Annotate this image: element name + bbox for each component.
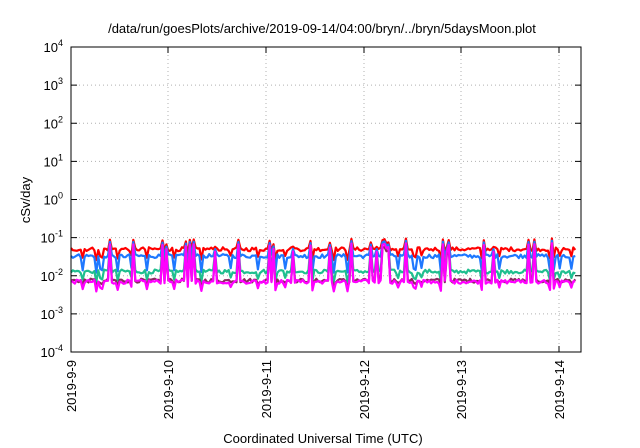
- y-axis-label: cSv/day: [18, 176, 33, 223]
- y-tick-label: 10-3: [41, 305, 63, 322]
- y-tick-label: 101: [44, 152, 63, 169]
- grid: [71, 47, 581, 352]
- series-group: [70, 237, 577, 293]
- x-tick-label: 2019-9-9: [64, 360, 79, 412]
- y-tick-label: 103: [44, 76, 63, 93]
- x-axis-ticks: 2019-9-9 2019-9-10 2019-9-11 2019-9-12 2019-…: [64, 47, 567, 419]
- y-tick-label: 104: [44, 38, 63, 55]
- x-tick-label: 2019-9-10: [161, 360, 176, 419]
- x-tick-label: 2019-9-11: [259, 360, 274, 418]
- x-tick-label: 2019-9-14: [552, 360, 567, 419]
- y-tick-label: 102: [44, 114, 63, 131]
- x-axis-label: Coordinated Universal Time (UTC): [223, 431, 422, 446]
- x-tick-label: 2019-9-13: [454, 360, 469, 419]
- series-line: [70, 242, 576, 293]
- series-line: [70, 239, 576, 274]
- series-line: [70, 237, 577, 262]
- y-tick-label: 10-2: [41, 267, 63, 284]
- chart-title: /data/run/goesPlots/archive/2019-09-14/0…: [108, 21, 536, 36]
- y-tick-label: 10-4: [41, 343, 63, 360]
- y-tick-label: 100: [44, 191, 63, 208]
- y-tick-label: 10-1: [41, 229, 63, 246]
- x-tick-label: 2019-9-12: [357, 360, 372, 419]
